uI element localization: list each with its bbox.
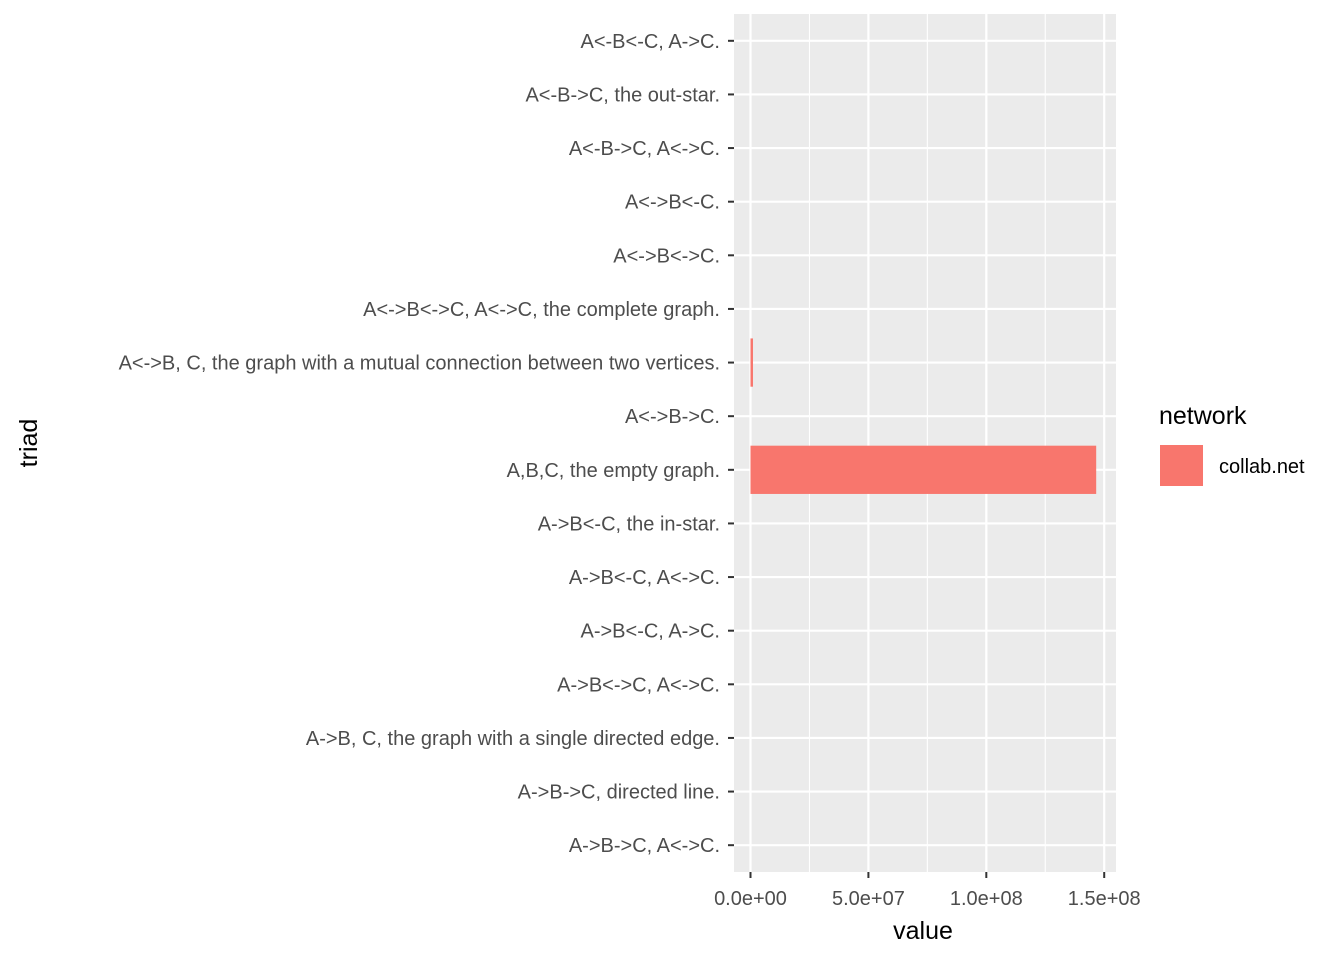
y-tick-label: A->B<-C, the in-star. <box>538 513 720 535</box>
x-axis-title: value <box>893 917 953 945</box>
y-tick-label: A<->B<->C, A<->C, the complete graph. <box>363 299 720 321</box>
bars <box>750 338 1097 494</box>
y-axis-ticks: A<-B<-C, A->C. A<-B->C, the out-star. A<-B… <box>119 31 734 857</box>
bar <box>750 445 1097 494</box>
y-tick-label: A,B,C, the empty graph. <box>507 460 720 482</box>
y-tick-label: A<->B->C. <box>625 406 720 428</box>
y-tick-label: A->B<->C, A<->C. <box>557 674 720 696</box>
legend-title: network <box>1159 402 1247 430</box>
y-tick-label: A<-B->C, A<->C. <box>569 138 720 160</box>
y-tick-label: A->B->C, A<->C. <box>569 835 720 857</box>
x-tick-label: 1.5e+08 <box>1068 888 1141 910</box>
major-gridlines <box>734 14 1116 872</box>
y-tick-label: A<->B<-C. <box>625 192 720 214</box>
x-tick-label: 1.0e+08 <box>950 888 1023 910</box>
plot-panel <box>734 14 1116 872</box>
x-tick-label: 0.0e+00 <box>714 888 787 910</box>
y-axis-title: triad <box>15 419 43 468</box>
y-tick-label: A<-B<-C, A->C. <box>581 31 721 53</box>
y-tick-label: A->B<-C, A->C. <box>581 621 721 643</box>
y-tick-label: A->B<-C, A<->C. <box>569 567 720 589</box>
y-tick-label: A<-B->C, the out-star. <box>525 84 720 106</box>
y-tick-label: A<->B<->C. <box>613 245 720 267</box>
bar <box>750 338 753 387</box>
legend: network collab.net <box>1159 402 1305 486</box>
minor-gridlines <box>808 14 1046 872</box>
legend-key-collab-net <box>1160 445 1203 486</box>
y-tick-label: A<->B, C, the graph with a mutual connec… <box>119 353 720 375</box>
x-tick-label: 5.0e+07 <box>832 888 905 910</box>
y-tick-label: A->B->C, directed line. <box>518 782 720 804</box>
legend-label-collab-net: collab.net <box>1219 456 1305 478</box>
x-axis-ticks: 0.0e+00 5.0e+07 1.0e+08 1.5e+08 <box>714 872 1141 910</box>
y-tick-label: A->B, C, the graph with a single directe… <box>306 728 720 750</box>
